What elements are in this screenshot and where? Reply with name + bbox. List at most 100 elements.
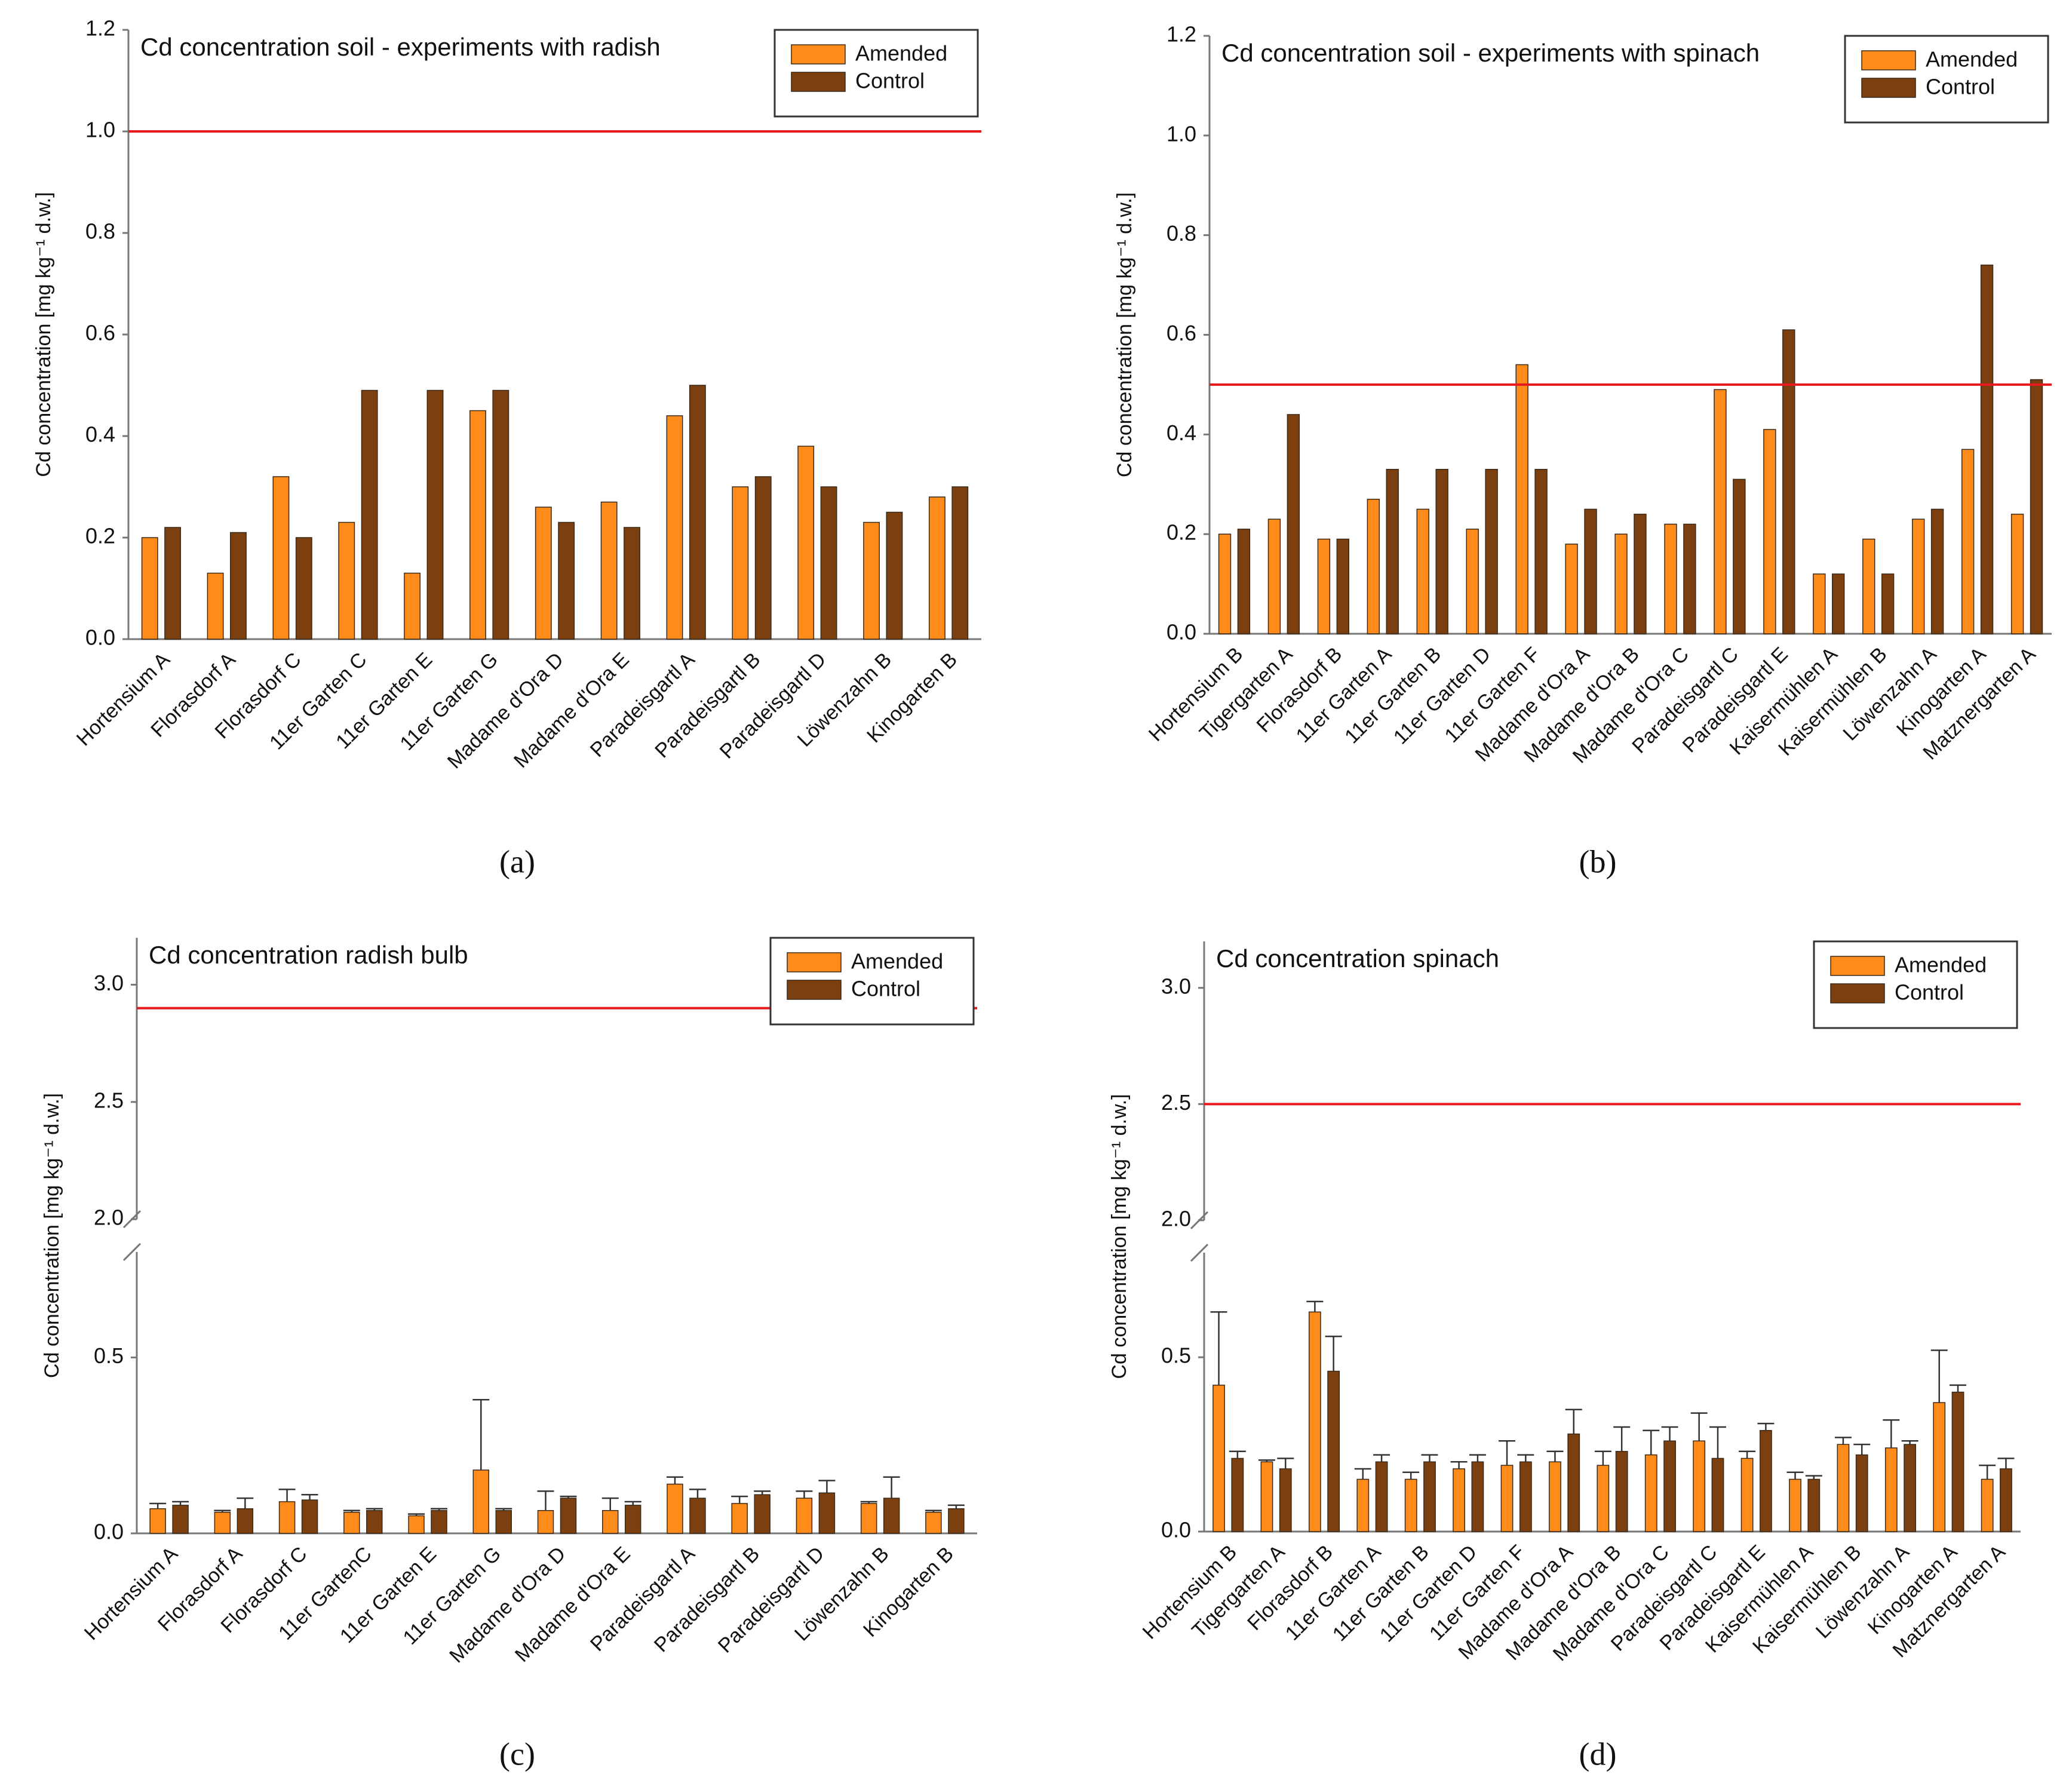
bar [2000, 1468, 2012, 1532]
error-bar [366, 1508, 383, 1511]
bar [495, 1509, 512, 1534]
bar [492, 389, 509, 640]
bar [1714, 389, 1727, 634]
chart-title: Cd concentration spinach [1216, 944, 1499, 972]
bar [1356, 1478, 1370, 1532]
bar [731, 1503, 748, 1534]
bar [1515, 364, 1528, 634]
bar [1862, 538, 1875, 634]
error-bar [731, 1495, 748, 1503]
error-bar [1499, 1440, 1516, 1466]
error-bar [1690, 1412, 1708, 1441]
error-bar [1450, 1461, 1468, 1469]
error-bar [1594, 1450, 1611, 1466]
bar [1789, 1478, 1801, 1532]
bar [1759, 1430, 1772, 1532]
bar [237, 1508, 254, 1534]
axis-break [122, 1242, 142, 1261]
bar [1884, 1447, 1898, 1532]
bar [1981, 1478, 1994, 1532]
bar [1367, 499, 1380, 634]
error-bar [1402, 1471, 1420, 1480]
y-axis-label: Cd concentration [mg kg⁻¹ d.w.] [41, 1093, 63, 1378]
bar [301, 1499, 318, 1534]
bar [1740, 1457, 1754, 1532]
legend-label: Amended [851, 949, 943, 974]
bar [214, 1511, 231, 1534]
bar [1519, 1461, 1532, 1532]
bar [278, 1501, 296, 1534]
error-bar [947, 1504, 965, 1509]
bar [796, 1498, 813, 1534]
panel-label: (b) [1579, 843, 1617, 879]
error-bar [1306, 1300, 1324, 1312]
y-tick-label: 1.2 [85, 16, 115, 41]
legend-label: Control [855, 69, 925, 93]
y-tick-label: 0.0 [94, 1520, 124, 1544]
bar [1782, 329, 1795, 634]
y-tick-label: 0.8 [1167, 221, 1196, 246]
bar [1317, 538, 1331, 634]
panel-label: (a) [499, 843, 535, 879]
bar [1308, 1311, 1321, 1532]
legend-swatch [1830, 983, 1885, 1004]
y-tick-label: 2.5 [94, 1088, 124, 1112]
chart-title: Cd concentration radish bulb [149, 941, 468, 969]
bar [141, 537, 158, 640]
bar [1693, 1440, 1706, 1532]
error-bar [172, 1501, 189, 1505]
legend-swatch [1830, 956, 1885, 976]
legend-label: Amended [1926, 47, 2018, 72]
bar [666, 415, 683, 640]
legend-swatch [1861, 78, 1916, 98]
legend-label: Control [1895, 980, 1964, 1005]
error-bar [1546, 1450, 1564, 1462]
y-tick-label: 3.0 [94, 971, 124, 995]
bar [535, 507, 552, 640]
bar [1664, 523, 1677, 634]
bar [1597, 1465, 1610, 1532]
y-tick-label: 0.5 [1161, 1343, 1191, 1368]
bar [863, 521, 880, 640]
chart-title: Cd concentration soil - experiments with… [1221, 39, 1760, 67]
bar [948, 1508, 965, 1534]
bar [469, 410, 486, 640]
bar [883, 1498, 900, 1534]
bar [1471, 1461, 1484, 1532]
bar [928, 496, 946, 640]
error-bar [818, 1480, 836, 1493]
bar [1549, 1461, 1561, 1532]
bar [1980, 264, 1994, 634]
y-tick-label: 2.0 [94, 1205, 124, 1230]
bar [1614, 533, 1628, 634]
bar [1327, 1370, 1340, 1532]
legend-swatch [791, 72, 846, 92]
y-tick-label: 1.0 [1167, 121, 1196, 146]
legend-swatch [787, 952, 842, 972]
error-bar [560, 1495, 577, 1499]
bar [172, 1505, 189, 1534]
bar [797, 446, 815, 640]
y-axis-label: Cd concentration [mg kg⁻¹ d.w.] [1113, 192, 1136, 477]
bar [1644, 1454, 1657, 1532]
error-bar [1709, 1426, 1726, 1459]
error-bar [1979, 1464, 1996, 1480]
bar [408, 1515, 425, 1534]
error-bar [1210, 1311, 1227, 1385]
panel-label: (d) [1579, 1736, 1617, 1772]
legend-label: Control [851, 977, 920, 1001]
bar [426, 389, 444, 640]
bar [1567, 1433, 1580, 1532]
bar [1231, 1457, 1244, 1532]
bar [689, 1498, 706, 1534]
y-tick-label: 0.8 [85, 219, 115, 244]
y-tick-label: 0.2 [85, 524, 115, 548]
bar [1404, 1478, 1417, 1532]
bar [624, 527, 640, 640]
bar [272, 476, 290, 640]
bar [1911, 518, 1925, 634]
y-tick-label: 1.2 [1167, 22, 1196, 47]
bar [1267, 518, 1281, 634]
error-bar [1997, 1457, 2015, 1469]
bar [1930, 508, 1944, 634]
